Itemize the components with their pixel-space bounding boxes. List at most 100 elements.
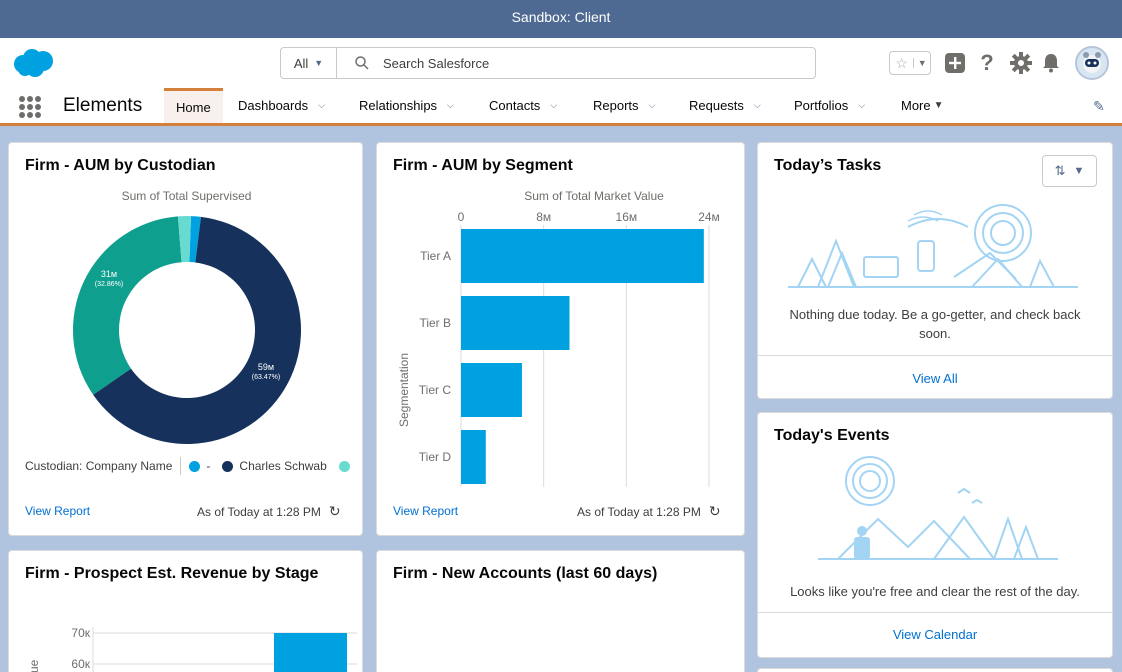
tab-label: Relationships xyxy=(359,98,438,113)
y-tick-label: 60к xyxy=(71,657,90,671)
slice-label-value: 31м xyxy=(101,269,117,279)
favorites-dropdown-icon[interactable]: ▼ xyxy=(913,58,930,68)
sandbox-banner: Sandbox: Client xyxy=(0,0,1122,38)
caret-down-icon: ▼ xyxy=(314,58,324,68)
custodian-donut-chart: 59м (63.47%) 31м (32.86%) xyxy=(73,216,301,444)
salesforce-logo[interactable] xyxy=(12,48,54,78)
sandbox-title: Sandbox: Client xyxy=(511,9,611,25)
y-category-label: Tier D xyxy=(419,450,452,464)
prospect-bar-chart: 70к60к50к enue xyxy=(27,626,357,672)
view-report-link[interactable]: View Report xyxy=(393,504,459,518)
caret-down-icon: ▼ xyxy=(933,100,944,111)
chevron-down-icon[interactable]: ⌵ xyxy=(648,100,656,110)
legend-item[interactable]: Charles Schwab xyxy=(239,459,327,473)
y-category-label: Tier A xyxy=(420,249,451,263)
bar[interactable] xyxy=(461,430,486,484)
setup-gear-icon[interactable] xyxy=(1010,52,1032,74)
donut-slice[interactable] xyxy=(189,216,201,263)
tab-label: More xyxy=(901,98,931,113)
global-search: All ▼ xyxy=(280,47,816,79)
astro-avatar-icon xyxy=(1083,52,1101,73)
tab-label: Portfolios xyxy=(794,98,849,113)
sort-icon: ⇅ xyxy=(1054,163,1066,178)
notifications-bell-icon[interactable] xyxy=(1042,53,1060,73)
chevron-down-icon[interactable]: ⌵ xyxy=(858,100,866,110)
favorites-star-icon[interactable]: ☆ xyxy=(895,54,908,71)
tab-reports[interactable]: Reports ⌵ xyxy=(593,88,655,123)
app-navigation: Elements Home Dashboards ⌵ Relationships… xyxy=(0,88,1122,126)
tab-label: Dashboards xyxy=(238,98,309,113)
tab-dashboards[interactable]: Dashboards ⌵ xyxy=(238,88,325,123)
y-category-label: Tier C xyxy=(419,383,452,397)
tab-label: Home xyxy=(176,99,211,115)
tab-home[interactable]: Home xyxy=(164,88,223,123)
chart-subtitle: Sum of Total Supervised xyxy=(121,189,252,203)
y-axis-label: Segmentation xyxy=(397,353,411,427)
segment-bar-chart: 0 8м 16м 24м Tier A Tier B Tier C Tier D Segme… xyxy=(397,210,720,487)
card-title: Firm - AUM by Segment xyxy=(393,157,573,174)
tab-requests[interactable]: Requests ⌵ xyxy=(689,88,761,123)
chevron-down-icon[interactable]: ⌵ xyxy=(447,100,454,110)
legend-item[interactable]: - xyxy=(206,459,211,473)
tab-more[interactable]: More ▼ xyxy=(901,88,944,123)
tab-label: Requests xyxy=(689,98,744,113)
x-tick-label: 8м xyxy=(536,210,551,224)
bar[interactable] xyxy=(461,229,704,283)
refresh-icon[interactable]: ↻ xyxy=(328,503,341,519)
card-title: Firm - Prospect Est. Revenue by Stage xyxy=(25,565,319,582)
legend-swatch xyxy=(338,460,350,472)
next-card-partial xyxy=(757,668,1113,672)
bar[interactable] xyxy=(461,363,522,417)
global-create-icon[interactable] xyxy=(945,53,965,73)
edit-nav-pencil-icon[interactable]: ✎ xyxy=(1093,98,1105,114)
sort-tasks-button[interactable]: ⇅ ▼ xyxy=(1042,155,1097,187)
as-of-label: As of Today at 1:28 PM xyxy=(577,504,701,519)
chevron-down-icon[interactable]: ⌵ xyxy=(550,100,558,110)
view-report-link[interactable]: View Report xyxy=(25,504,91,518)
donut-slice[interactable] xyxy=(177,216,191,263)
search-icon xyxy=(355,56,369,70)
slice-label-value: 59м xyxy=(258,362,274,372)
slice-label-pct: (63.47%) xyxy=(252,374,280,381)
card-title: Today’s Tasks xyxy=(774,157,882,174)
legend-swatch xyxy=(189,460,201,472)
view-calendar-link[interactable]: View Calendar xyxy=(892,627,978,642)
legend-swatch xyxy=(222,460,234,472)
legend-title: Custodian: Company Name xyxy=(25,459,173,473)
caret-down-icon: ▼ xyxy=(1073,165,1085,177)
donut-legend: Custodian: Company Name - Charles Schwab xyxy=(25,457,350,475)
bar[interactable] xyxy=(274,633,347,672)
help-icon[interactable]: ? xyxy=(980,50,994,75)
chevron-down-icon[interactable]: ⌵ xyxy=(318,100,325,110)
app-launcher-icon[interactable] xyxy=(19,96,41,118)
donut-slice[interactable] xyxy=(93,216,301,444)
slice-label-pct: (32.86%) xyxy=(95,281,123,288)
global-header: All ▼ ☆ ▼ ? xyxy=(0,38,1122,88)
view-all-tasks-link[interactable]: View All xyxy=(912,371,958,386)
tab-relationships[interactable]: Relationships ⌵ xyxy=(359,88,454,123)
as-of-timestamp: As of Today at 1:28 PM ↻ xyxy=(197,503,341,520)
as-of-label: As of Today at 1:28 PM xyxy=(197,504,321,519)
user-avatar[interactable] xyxy=(1075,46,1109,80)
tab-portfolios[interactable]: Portfolios ⌵ xyxy=(794,88,865,123)
tab-label: Contacts xyxy=(489,98,541,113)
new-accounts-card: Firm - New Accounts (last 60 days) xyxy=(376,550,745,672)
refresh-icon[interactable]: ↻ xyxy=(708,503,721,519)
donut-slice[interactable] xyxy=(73,216,182,395)
todays-tasks-card: Today’s Tasks ⇅ ▼ Nothing due today. Be … xyxy=(757,142,1113,399)
y-axis-label: enue xyxy=(27,659,41,672)
tab-contacts[interactable]: Contacts ⌵ xyxy=(489,88,557,123)
tasks-empty-illustration xyxy=(788,204,1078,288)
favorites-group: ☆ ▼ xyxy=(889,51,931,75)
search-input[interactable] xyxy=(383,55,783,71)
app-name: Elements xyxy=(63,95,143,116)
custodian-donut-card: Firm - AUM by Custodian Sum of Total Sup… xyxy=(8,142,363,536)
tasks-empty-message: Nothing due today. Be a go-getter, and c… xyxy=(789,307,1081,341)
x-tick-label: 16м xyxy=(616,210,638,224)
as-of-timestamp: As of Today at 1:28 PM ↻ xyxy=(577,503,721,520)
search-scope-dropdown[interactable]: All ▼ xyxy=(281,48,337,78)
bar[interactable] xyxy=(461,296,570,350)
chevron-down-icon[interactable]: ⌵ xyxy=(753,100,761,110)
card-title: Firm - New Accounts (last 60 days) xyxy=(393,565,658,582)
todays-events-card: Today's Events Looks like you're free an… xyxy=(757,412,1113,658)
